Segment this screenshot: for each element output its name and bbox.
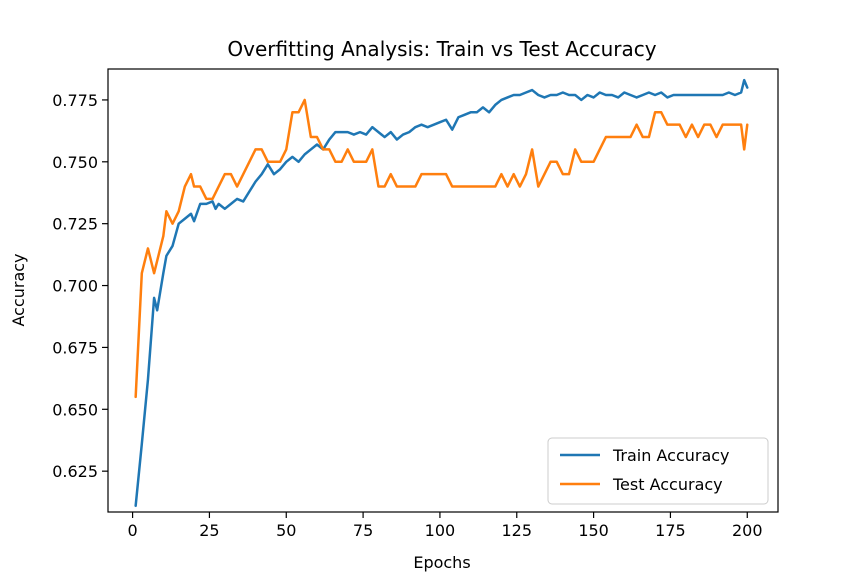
y-axis-label: Accuracy — [9, 253, 28, 326]
axes: 0 25 50 75 100 125 150 175 200 0.625 0.650 0.675 0.7… — [52, 68, 779, 540]
x-tick-label: 50 — [276, 521, 296, 540]
chart-title: Overfitting Analysis: Train vs Test Accu… — [227, 37, 656, 61]
legend-frame — [547, 437, 769, 505]
x-tick-label: 100 — [425, 521, 456, 540]
plot-area — [134, 78, 749, 508]
y-tick-label: 0.675 — [52, 338, 98, 357]
axes-frame — [107, 68, 779, 513]
x-tick-label: 200 — [732, 521, 763, 540]
x-tick-label: 25 — [199, 521, 219, 540]
series-line-test — [134, 98, 749, 399]
series-line-train — [134, 78, 749, 508]
y-tick-label: 0.750 — [52, 153, 98, 172]
x-tick-label: 150 — [578, 521, 609, 540]
x-tick-label: 75 — [353, 521, 373, 540]
y-tick-label: 0.775 — [52, 91, 98, 110]
x-axis-label: Epochs — [413, 553, 470, 572]
legend-label-test: Test Accuracy — [612, 475, 723, 494]
y-tick-label: 0.700 — [52, 277, 98, 296]
x-tick-label: 175 — [655, 521, 686, 540]
y-tick-label: 0.650 — [52, 400, 98, 419]
x-tick-label: 125 — [501, 521, 532, 540]
y-tick-label: 0.625 — [52, 462, 98, 481]
legend: Train Accuracy Test Accuracy — [547, 437, 769, 505]
y-tick-label: 0.725 — [52, 215, 98, 234]
x-tick-label: 0 — [127, 521, 137, 540]
legend-label-train: Train Accuracy — [612, 446, 730, 465]
